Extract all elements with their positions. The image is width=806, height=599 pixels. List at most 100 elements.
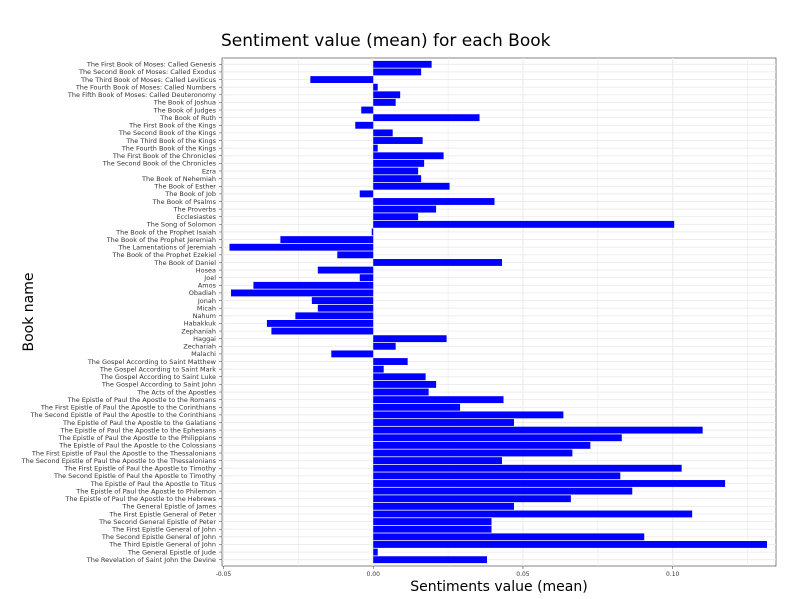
- x-tick-label: -0.05: [216, 571, 232, 578]
- bar: [373, 259, 502, 266]
- category-label: The Epistle of Paul the Apostle to the C…: [58, 442, 216, 450]
- x-tick-label: 0.10: [666, 571, 680, 578]
- category-label: The Book of Daniel: [154, 259, 217, 267]
- category-label: The Book of the Prophet Jeremiah: [106, 236, 216, 244]
- bar: [373, 220, 675, 228]
- bar: [311, 297, 374, 304]
- category-label: The Second Book of the Kings: [118, 129, 217, 137]
- category-label: The Epistle of Paul the Apostle to Phile…: [75, 487, 216, 495]
- bar: [295, 312, 374, 320]
- category-label: The Third Book of Moses: Called Leviticu…: [80, 76, 217, 84]
- category-label: The Book of Judges: [153, 106, 217, 114]
- bar: [373, 510, 693, 518]
- category-label: The First Epistle General of John: [111, 526, 216, 534]
- bar: [373, 144, 378, 152]
- category-label: Jonah: [197, 297, 216, 305]
- bar: [373, 426, 703, 434]
- category-label: Amos: [198, 282, 217, 290]
- category-label: Micah: [197, 304, 216, 312]
- bar: [373, 388, 429, 396]
- bar: [373, 129, 393, 137]
- x-tick-label: 0.05: [516, 571, 530, 578]
- bar: [373, 342, 396, 350]
- bar: [373, 335, 447, 343]
- bars: [229, 60, 768, 564]
- bar: [373, 403, 461, 411]
- category-label: The First Book of Moses: Called Genesis: [86, 61, 217, 69]
- category-label: The Book of Joshua: [153, 99, 216, 107]
- bar: [280, 236, 374, 244]
- category-label: The Book of Nehemiah: [141, 175, 216, 183]
- bar: [373, 60, 432, 68]
- bar: [373, 182, 450, 190]
- category-label: The First Epistle General of Peter: [108, 510, 216, 518]
- category-label: The Second Epistle General of John: [101, 533, 216, 541]
- bar: [271, 327, 374, 335]
- category-label: The Epistle of Paul the Apostle to the R…: [67, 396, 217, 404]
- category-label: Ezra: [202, 167, 216, 175]
- category-label: Zechariah: [183, 343, 216, 351]
- category-label: The Book of Psalms: [152, 198, 217, 206]
- bar: [373, 114, 480, 122]
- bar: [331, 350, 374, 358]
- bar: [373, 411, 564, 419]
- bar: [373, 487, 633, 495]
- bar: [373, 419, 514, 426]
- x-axis-ticks: -0.05 0.00 0.05 0.10: [216, 566, 680, 578]
- category-label: The First Book of the Kings: [128, 122, 217, 130]
- category-label: The Fifth Book of Moses: Called Deuteron…: [67, 91, 216, 99]
- category-label: Malachi: [191, 350, 216, 358]
- category-label: Ecclesiastes: [176, 213, 216, 221]
- bar: [373, 396, 504, 404]
- category-label: The Second Book of Moses: Called Exodus: [78, 68, 217, 76]
- bar: [355, 121, 374, 129]
- category-label: Habakkuk: [184, 320, 216, 328]
- category-label: Joel: [203, 274, 216, 282]
- category-label: Hosea: [196, 266, 216, 274]
- bar: [373, 472, 621, 480]
- bar: [373, 441, 591, 449]
- category-label: The Book of the Prophet Ezekiel: [111, 251, 216, 259]
- bar: [253, 281, 374, 289]
- category-label: The Fourth Book of Moses: Called Numbers: [75, 83, 217, 91]
- bar: [373, 358, 408, 365]
- category-label: The Gospel According to Saint Matthew: [87, 358, 217, 366]
- category-label: The Song of Solomon: [146, 221, 216, 229]
- bar: [373, 464, 682, 472]
- category-label: The Second Book of the Chronicles: [102, 160, 217, 168]
- bar: [373, 137, 423, 144]
- bar: [373, 205, 437, 213]
- category-label: The Lamentations of Jeremiah: [117, 244, 216, 252]
- bar: [373, 83, 378, 91]
- bar: [373, 434, 622, 442]
- bar: [373, 152, 444, 160]
- bar: [373, 167, 419, 175]
- bar: [373, 159, 425, 167]
- bar: [359, 190, 374, 198]
- bar: [373, 373, 426, 381]
- category-label: The Epistle of Paul the Apostle to the H…: [64, 495, 216, 503]
- bar: [373, 91, 401, 99]
- bar: [266, 320, 374, 327]
- bar: [373, 449, 573, 457]
- category-label: The Gospel According to Saint Mark: [99, 365, 216, 373]
- category-label: The First Epistle of Paul the Apostle to…: [40, 404, 217, 412]
- category-label: The Epistle of Paul the Apostle to the P…: [58, 434, 217, 442]
- category-label: The Epistle of Paul the Apostle to Titus: [90, 480, 217, 488]
- category-label: The Book of the Prophet Isaiah: [115, 228, 216, 236]
- category-label: The First Epistle of Paul the Apostle to…: [63, 465, 216, 473]
- bar: [373, 457, 502, 465]
- bar: [373, 480, 726, 487]
- bar: [317, 304, 374, 312]
- category-label: The General Epistle of James: [121, 503, 216, 511]
- x-axis-title: Sentiments value (mean): [410, 579, 587, 595]
- bar: [373, 198, 495, 205]
- category-label: The Third Book of the Kings: [125, 137, 216, 145]
- bar: [373, 541, 768, 548]
- category-label: Obadiah: [189, 289, 216, 297]
- category-label: The Book of Esther: [153, 183, 216, 191]
- category-label: The Book of Ruth: [159, 114, 216, 122]
- category-label: The Third Epistle General of John: [108, 541, 216, 549]
- category-label: Nahum: [193, 312, 216, 320]
